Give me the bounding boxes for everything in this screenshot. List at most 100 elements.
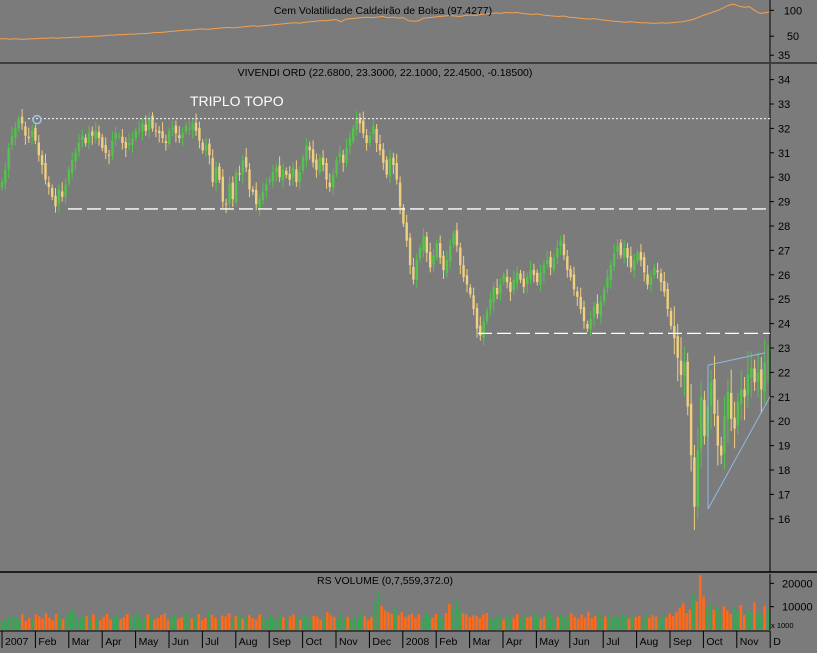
volume-bar bbox=[85, 616, 88, 630]
volume-bar bbox=[407, 614, 410, 630]
volume-bar bbox=[641, 619, 644, 630]
volume-bar bbox=[21, 613, 24, 630]
price-bar-body bbox=[519, 273, 522, 280]
price-bar-body bbox=[462, 265, 465, 278]
volatility-title: Cem Volatilidade Caldeirão de Bolsa (97.… bbox=[274, 5, 492, 17]
volume-bar bbox=[241, 618, 244, 630]
price-bar-body bbox=[37, 142, 40, 156]
price-bar-body bbox=[275, 167, 278, 173]
volume-bar bbox=[573, 616, 577, 630]
price-bar-body bbox=[726, 391, 730, 420]
price-bar-body bbox=[285, 170, 288, 175]
x-axis-tick-label: Jul bbox=[205, 636, 218, 648]
price-bar-body bbox=[301, 157, 305, 171]
volume-bar bbox=[604, 616, 607, 630]
volume-panel: 20000 10000 bbox=[0, 574, 813, 630]
price-bar-body bbox=[746, 374, 750, 395]
volume-bar bbox=[254, 619, 258, 630]
x-axis-tick-label: D bbox=[773, 636, 781, 648]
volume-bar bbox=[271, 616, 275, 630]
volume-bar bbox=[112, 617, 116, 630]
volume-bar bbox=[0, 621, 4, 630]
price-bar-body bbox=[124, 142, 127, 148]
price-bar-body bbox=[502, 274, 505, 282]
price-bar-body bbox=[576, 291, 579, 297]
volume-bar bbox=[156, 617, 160, 630]
price-bar-body bbox=[375, 128, 378, 144]
volume-bar bbox=[339, 613, 343, 630]
price-bar-body bbox=[188, 128, 191, 130]
price-bar-body bbox=[495, 288, 499, 295]
volume-bar bbox=[685, 613, 688, 630]
price-bar-body bbox=[452, 233, 455, 245]
price-bar-body bbox=[629, 255, 633, 268]
price-bar-body bbox=[449, 245, 452, 262]
price-bar-body bbox=[288, 173, 291, 180]
price-bar-body bbox=[512, 279, 515, 290]
volatility-y-tick-label: 100 bbox=[784, 5, 802, 17]
price-bar-body bbox=[753, 368, 756, 383]
volume-bar bbox=[34, 614, 38, 630]
price-bar-body bbox=[736, 401, 740, 426]
volume-bar bbox=[149, 616, 153, 630]
x-axis-tick-label: Jun bbox=[573, 636, 590, 648]
volume-bar bbox=[315, 616, 319, 630]
volume-bar bbox=[278, 615, 282, 630]
price-y-tick-label: 21 bbox=[778, 392, 790, 404]
price-y-tick-label: 17 bbox=[778, 489, 790, 501]
price-bar-body bbox=[117, 135, 121, 137]
price-bar-body bbox=[536, 272, 539, 283]
price-bar-body bbox=[733, 417, 736, 429]
volume-bar bbox=[7, 616, 11, 630]
volume-bar bbox=[41, 618, 44, 630]
price-bar-body bbox=[14, 128, 17, 138]
x-axis-tick-label: Feb bbox=[38, 636, 56, 648]
price-bar-body bbox=[579, 296, 582, 309]
price-bar-body bbox=[201, 142, 204, 151]
volume-bar bbox=[465, 614, 468, 630]
x-axis-tick-label: Oct bbox=[706, 636, 722, 648]
price-bar-body bbox=[669, 310, 673, 326]
price-bar-body bbox=[325, 163, 328, 180]
volume-bar bbox=[702, 596, 705, 630]
volume-bar bbox=[231, 619, 234, 630]
price-bar-body bbox=[271, 172, 275, 182]
price-bar-body bbox=[241, 160, 244, 174]
price-bar-body bbox=[623, 248, 626, 258]
volume-bar bbox=[349, 620, 353, 630]
volume-bar bbox=[695, 601, 699, 630]
price-bar-body bbox=[134, 130, 137, 139]
price-bar-body bbox=[224, 203, 228, 205]
volume-bar bbox=[512, 618, 516, 630]
volume-bar bbox=[221, 615, 224, 630]
price-bar-body bbox=[54, 195, 57, 207]
price-bar-body bbox=[47, 182, 50, 187]
volume-bar bbox=[65, 615, 68, 630]
price-bar-body bbox=[589, 318, 592, 330]
price-y-tick-label: 27 bbox=[778, 245, 790, 257]
price-bar-body bbox=[358, 117, 362, 124]
volume-bar bbox=[380, 606, 383, 630]
volume-bar bbox=[671, 616, 675, 630]
volume-bar bbox=[424, 612, 427, 630]
price-bar-body bbox=[27, 136, 30, 139]
price-bar-body bbox=[582, 307, 586, 322]
volume-bar bbox=[482, 614, 485, 630]
volume-y-tick-label: 10000 bbox=[782, 602, 813, 614]
volume-bar bbox=[441, 618, 444, 630]
price-title: VIVENDI ORD (22.6800, 23.3000, 22.1000, … bbox=[238, 67, 533, 79]
volume-bar bbox=[187, 615, 190, 630]
price-bar-body bbox=[378, 144, 382, 151]
volume-bar bbox=[712, 609, 716, 630]
volume-bar bbox=[366, 620, 370, 630]
volume-bar bbox=[132, 615, 136, 630]
volume-bar bbox=[732, 607, 736, 630]
price-bar-body bbox=[181, 133, 184, 139]
x-axis-tick-label: Dec bbox=[372, 636, 391, 648]
volume-bar bbox=[14, 617, 17, 630]
volume-bar bbox=[559, 614, 563, 630]
price-y-tick-label: 22 bbox=[778, 367, 790, 379]
volume-bar bbox=[204, 618, 207, 630]
price-bar-body bbox=[318, 157, 321, 172]
price-bar-body bbox=[234, 172, 238, 203]
